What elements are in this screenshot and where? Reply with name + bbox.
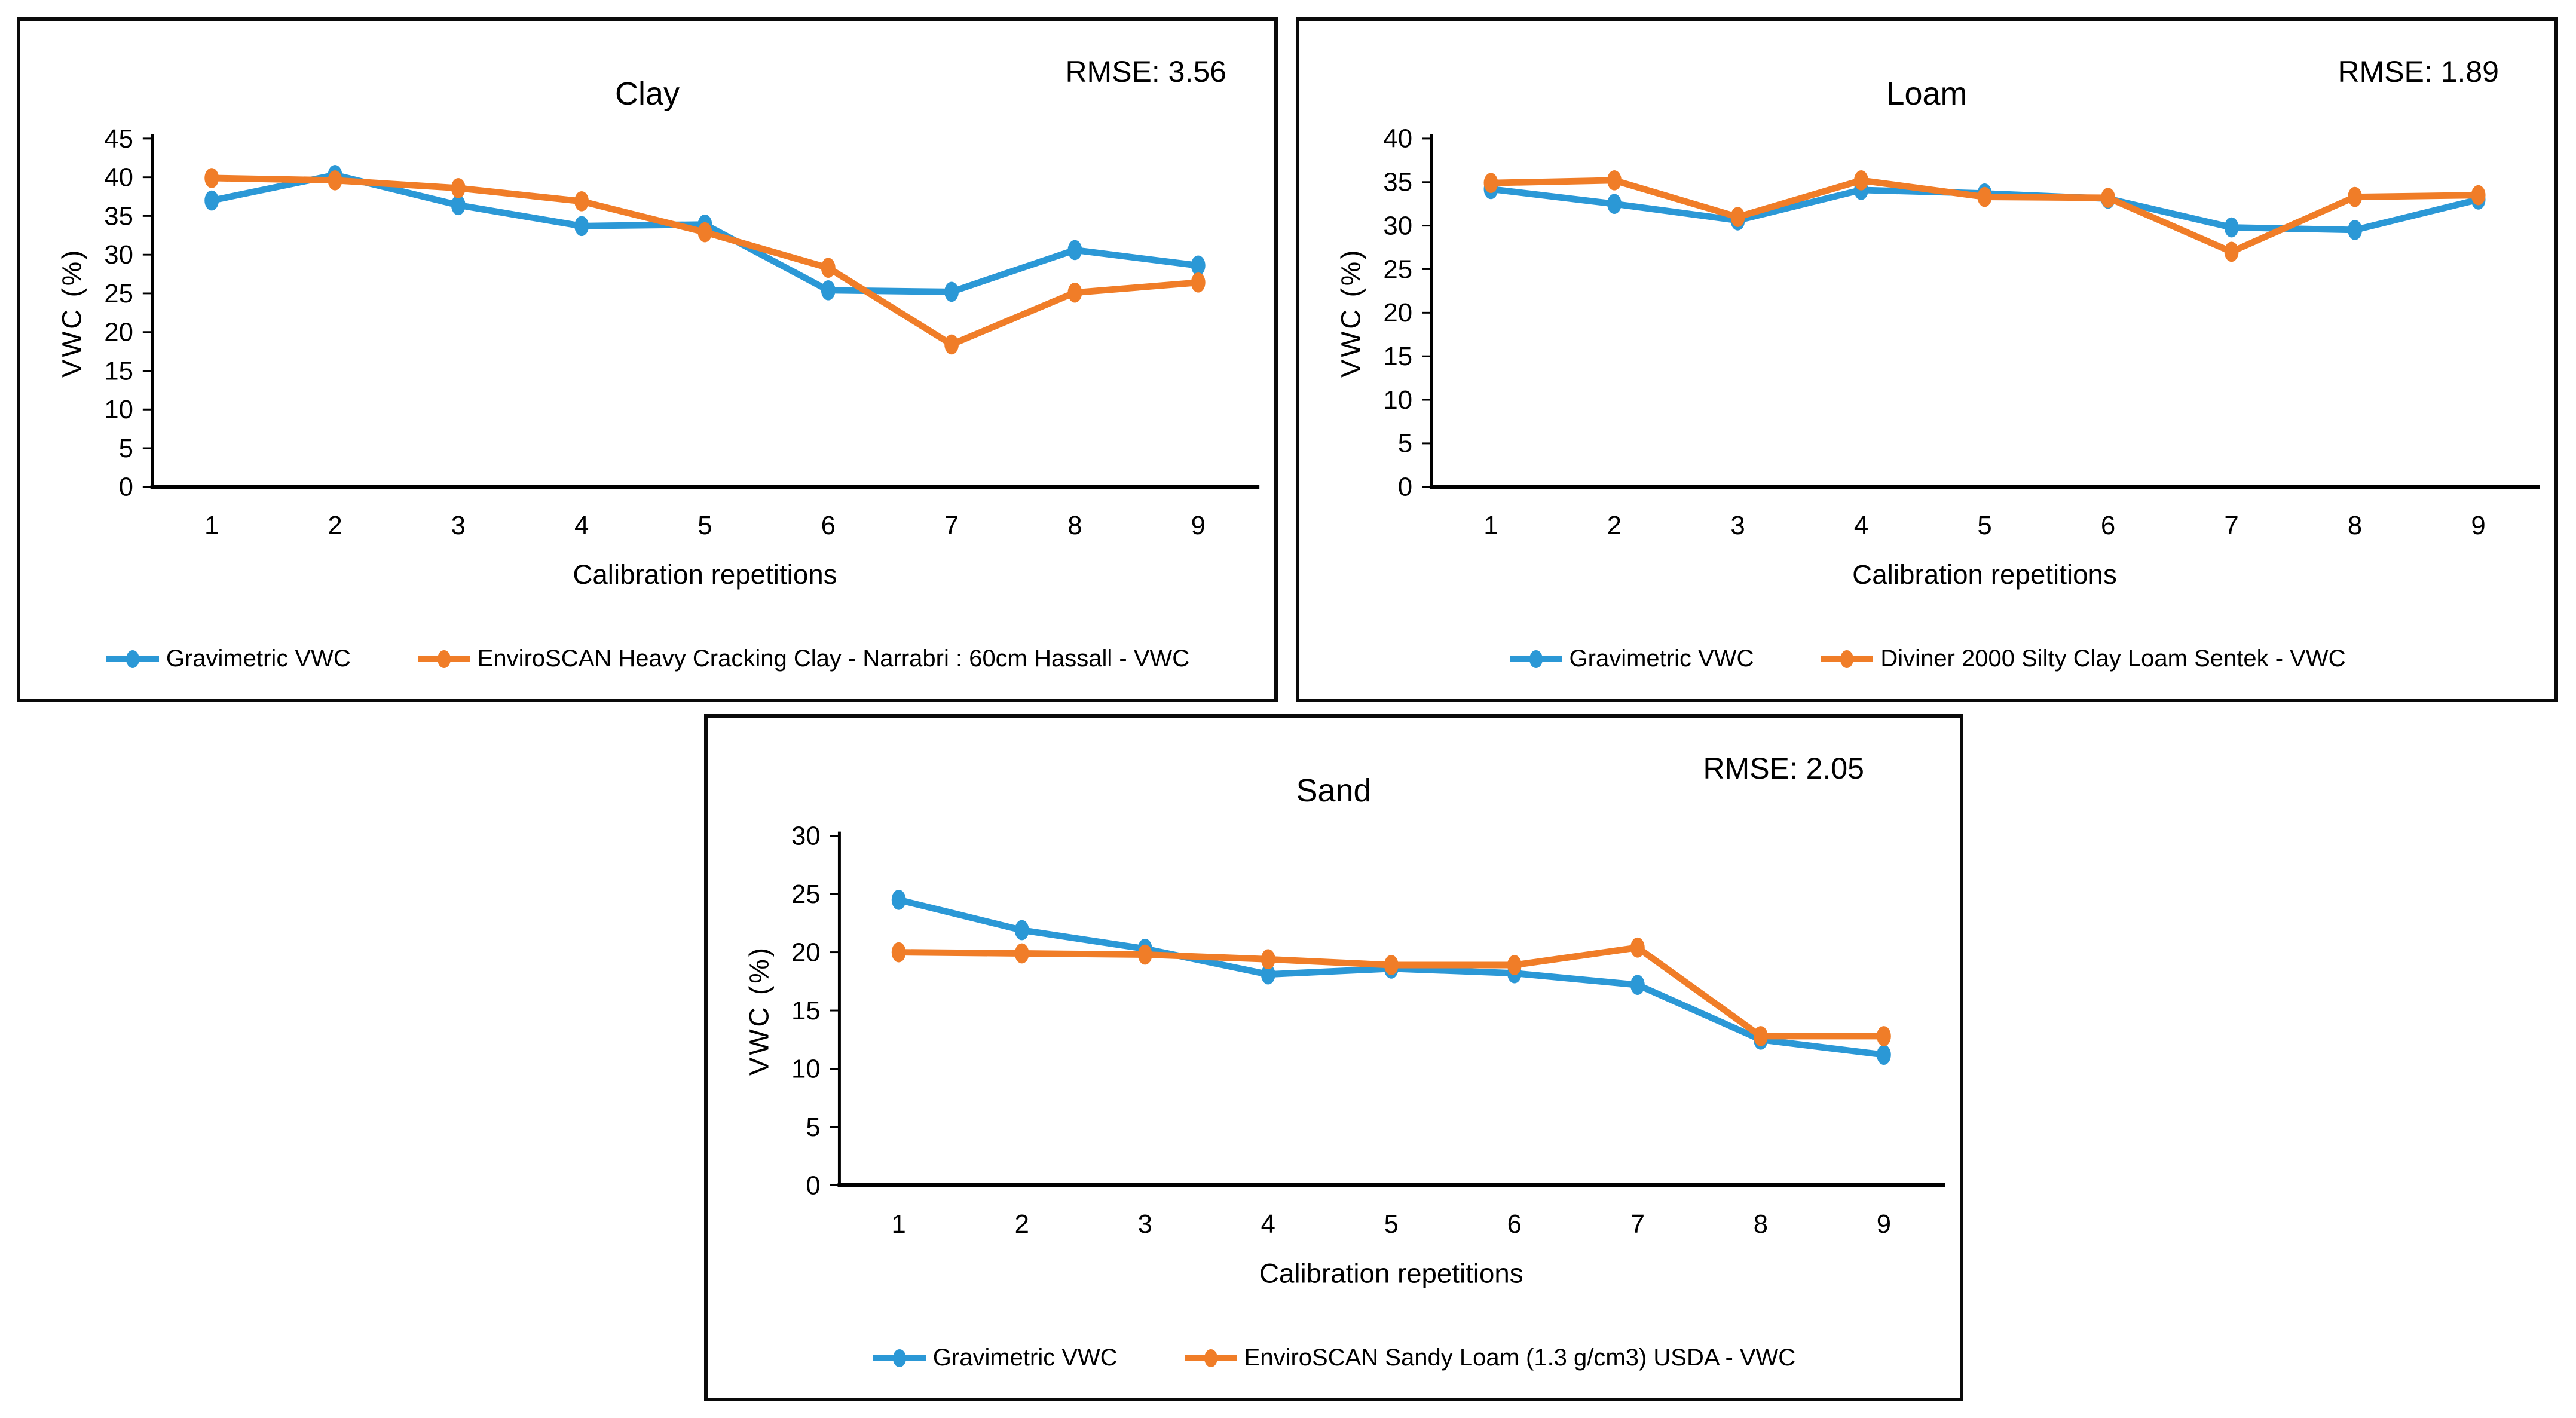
svg-text:1: 1 <box>892 1209 906 1239</box>
legend-marker-icon <box>106 650 159 668</box>
svg-text:8: 8 <box>1754 1209 1768 1239</box>
svg-text:5: 5 <box>119 434 133 463</box>
legend-label: EnviroSCAN Heavy Cracking Clay - Narrabr… <box>477 645 1190 672</box>
svg-text:20: 20 <box>104 318 133 347</box>
svg-text:3: 3 <box>1138 1209 1152 1239</box>
svg-text:10: 10 <box>104 395 133 424</box>
svg-text:35: 35 <box>104 201 133 231</box>
svg-text:25: 25 <box>104 279 133 308</box>
sand-plot-area: 0 5 10 15 20 25 30 1 2 3 4 5 6 7 8 9 Calibration repetit… <box>744 822 1945 1288</box>
legend-label: Diviner 2000 Silty Clay Loam Sentek - VW… <box>1880 645 2346 672</box>
svg-text:Calibration repetitions: Calibration repetitions <box>1259 1258 1523 1288</box>
rmse-value-clay: RMSE: 3.56 <box>1065 55 1226 88</box>
svg-text:9: 9 <box>1191 511 1206 540</box>
legend-loam: Gravimetric VWC Diviner 2000 Silty Clay … <box>1299 645 2554 672</box>
svg-text:4: 4 <box>1261 1209 1275 1239</box>
legend-label: Gravimetric VWC <box>932 1345 1118 1371</box>
svg-text:3: 3 <box>451 511 466 540</box>
svg-text:Calibration repetitions: Calibration repetitions <box>1852 559 2117 590</box>
svg-text:25: 25 <box>1383 255 1412 284</box>
svg-text:7: 7 <box>944 511 959 540</box>
svg-text:45: 45 <box>104 124 133 154</box>
legend-item-gravimetric: Gravimetric VWC <box>872 1345 1118 1371</box>
svg-text:0: 0 <box>1398 473 1412 502</box>
svg-text:Calibration repetitions: Calibration repetitions <box>573 559 837 590</box>
svg-text:20: 20 <box>791 938 821 967</box>
svg-text:6: 6 <box>1507 1209 1522 1239</box>
sand-chart-panel: 0 5 10 15 20 25 30 1 2 3 4 5 6 7 8 9 Calibration repetit… <box>704 714 1963 1401</box>
svg-text:30: 30 <box>104 240 133 269</box>
svg-text:5: 5 <box>697 511 712 540</box>
svg-text:10: 10 <box>1383 385 1412 415</box>
legend-marker-icon <box>1509 650 1562 668</box>
svg-text:8: 8 <box>2348 511 2362 540</box>
svg-text:5: 5 <box>1398 429 1412 458</box>
clay-chart-panel: 0 5 10 15 20 25 30 35 40 45 1 2 3 4 5 6 7 8 9 Calibration r… <box>17 17 1278 702</box>
svg-text:1: 1 <box>1483 511 1498 540</box>
svg-text:6: 6 <box>821 511 836 540</box>
svg-text:5: 5 <box>1384 1209 1399 1239</box>
svg-text:VWC (%): VWC (%) <box>1335 248 1366 378</box>
svg-text:20: 20 <box>1383 298 1412 327</box>
legend-label: EnviroSCAN Sandy Loam (1.3 g/cm3) USDA -… <box>1244 1345 1796 1371</box>
legend-marker-icon <box>417 650 470 668</box>
chart-title-loam: Loam <box>1886 75 1968 112</box>
svg-text:2: 2 <box>1015 1209 1029 1239</box>
svg-text:4: 4 <box>574 511 589 540</box>
legend-label: Gravimetric VWC <box>166 645 351 672</box>
legend-item-sensor: EnviroSCAN Heavy Cracking Clay - Narrabr… <box>417 645 1189 672</box>
rmse-value-loam: RMSE: 1.89 <box>2338 55 2499 88</box>
svg-text:6: 6 <box>2101 511 2115 540</box>
svg-text:30: 30 <box>791 822 821 851</box>
svg-text:0: 0 <box>119 473 133 502</box>
legend-item-sensor: Diviner 2000 Silty Clay Loam Sentek - VW… <box>1819 645 2345 672</box>
svg-text:7: 7 <box>2224 511 2238 540</box>
legend-marker-icon <box>1821 650 1874 668</box>
svg-text:0: 0 <box>806 1171 820 1200</box>
svg-text:15: 15 <box>791 996 821 1025</box>
rmse-value-sand: RMSE: 2.05 <box>1703 752 1864 785</box>
svg-text:VWC (%): VWC (%) <box>56 248 87 378</box>
svg-text:5: 5 <box>806 1113 820 1142</box>
svg-text:35: 35 <box>1383 168 1412 197</box>
svg-text:40: 40 <box>104 163 133 192</box>
legend-item-sensor: EnviroSCAN Sandy Loam (1.3 g/cm3) USDA -… <box>1183 1345 1796 1371</box>
svg-text:VWC (%): VWC (%) <box>744 945 774 1076</box>
svg-text:2: 2 <box>1607 511 1622 540</box>
loam-chart-panel: 0 5 10 15 20 25 30 35 40 1 2 3 4 5 6 7 8 9 Calibration rep… <box>1296 17 2558 702</box>
chart-title-sand: Sand <box>1296 772 1372 808</box>
svg-text:25: 25 <box>791 880 821 909</box>
svg-text:5: 5 <box>1977 511 1991 540</box>
svg-text:9: 9 <box>1877 1209 1891 1239</box>
chart-title-clay: Clay <box>614 75 680 112</box>
svg-text:4: 4 <box>1854 511 1868 540</box>
svg-text:7: 7 <box>1630 1209 1645 1239</box>
svg-text:8: 8 <box>1067 511 1082 540</box>
legend-clay: Gravimetric VWC EnviroSCAN Heavy Crackin… <box>20 645 1274 672</box>
svg-text:15: 15 <box>104 356 133 385</box>
legend-marker-icon <box>1184 1349 1237 1367</box>
svg-text:40: 40 <box>1383 124 1412 154</box>
svg-text:9: 9 <box>2471 511 2485 540</box>
svg-text:30: 30 <box>1383 212 1412 241</box>
legend-item-gravimetric: Gravimetric VWC <box>1509 645 1754 672</box>
svg-text:15: 15 <box>1383 342 1412 371</box>
loam-plot-area: 0 5 10 15 20 25 30 35 40 1 2 3 4 5 6 7 8 9 Calibration rep… <box>1335 124 2540 590</box>
svg-text:1: 1 <box>204 511 219 540</box>
svg-text:10: 10 <box>791 1054 821 1083</box>
svg-text:3: 3 <box>1730 511 1745 540</box>
legend-sand: Gravimetric VWC EnviroSCAN Sandy Loam (1… <box>708 1345 1960 1371</box>
legend-label: Gravimetric VWC <box>1569 645 1754 672</box>
svg-text:2: 2 <box>328 511 342 540</box>
legend-item-gravimetric: Gravimetric VWC <box>105 645 351 672</box>
legend-marker-icon <box>873 1349 926 1367</box>
